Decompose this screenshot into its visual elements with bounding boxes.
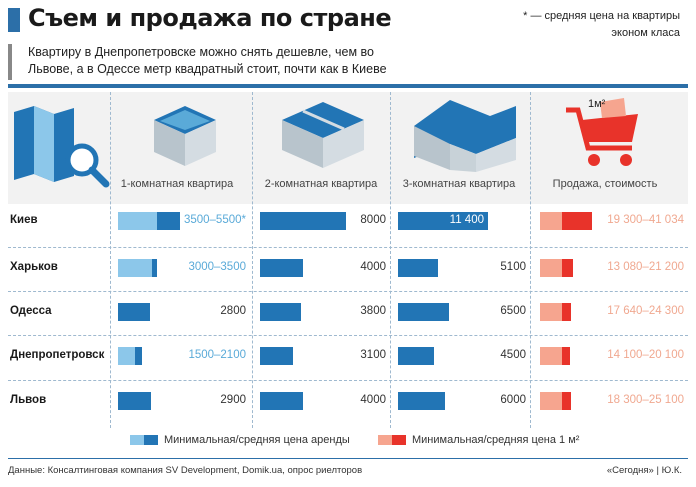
legend-rent: Минимальная/средняя цена аренды: [130, 434, 350, 446]
value-rent-3room: 5100: [500, 261, 526, 273]
three-room-icon: [414, 100, 516, 172]
value-sale: 14 100–20 100: [607, 349, 684, 361]
bottom-rule: [8, 458, 688, 459]
value-rent-3room: 4500: [500, 349, 526, 361]
city-label: Харьков: [10, 261, 58, 273]
value-rent-1room: 3000–3500: [188, 261, 246, 273]
bar-rent-3room: [398, 303, 450, 321]
bar-rent-2room: [260, 392, 303, 410]
credit: «Сегодня» | Ю.К.: [606, 465, 682, 476]
bar-rent-2room: [260, 303, 301, 321]
value-rent-1room: 1500–2100: [188, 349, 246, 361]
bar-sale-min: [540, 347, 562, 365]
legend-swatch-rent: [144, 435, 158, 446]
legend-rent-label: Минимальная/средняя цена аренды: [164, 434, 350, 446]
value-rent-2room: 3100: [360, 349, 386, 361]
footnote-line-2: эконом класа: [611, 27, 680, 39]
bar-rent-3room: [398, 392, 446, 410]
legend-swatch-sale: [392, 435, 406, 446]
bar-rent-3room: [398, 212, 488, 230]
two-room-icon: [282, 102, 364, 168]
bar-sale-min: [540, 212, 562, 230]
column-divider: [530, 92, 531, 428]
value-rent-1room: 3500–5500*: [183, 214, 246, 226]
legend-sale-label: Минимальная/средняя цена 1 м²: [412, 434, 580, 446]
value-sale: 17 640–24 300: [607, 305, 684, 317]
bar-sale-min: [540, 392, 562, 410]
column-divider: [110, 92, 111, 428]
bar-rent-2room: [260, 347, 294, 365]
bar-rent-1room-min: [118, 347, 135, 365]
subtitle-line-1: Квартиру в Днепропетровске можно снять д…: [28, 45, 374, 59]
footnote: * — средняя цена на квартиры эконом клас…: [523, 8, 680, 42]
value-rent-1room: 2900: [220, 394, 246, 406]
value-rent-2room: 4000: [360, 261, 386, 273]
page-title: Съем и продажа по стране: [28, 4, 392, 32]
bar-rent-1room: [118, 303, 150, 321]
map-search-icon: [14, 106, 110, 188]
title-accent: [8, 8, 20, 32]
bar-rent-3room: [398, 259, 439, 277]
bar-sale-min: [540, 259, 562, 277]
value-sale: 18 300–25 100: [607, 394, 684, 406]
subtitle-line-2: Львове, а в Одессе метр квадратный стоит…: [28, 62, 387, 76]
bar-rent-3room: [398, 347, 434, 365]
column-header-2room: 2-комнатная квартира: [264, 178, 378, 190]
value-rent-2room: 4000: [360, 394, 386, 406]
source-note: Данные: Консалтинговая компания SV Devel…: [8, 465, 363, 476]
value-rent-2room: 8000: [360, 214, 386, 226]
subtitle-accent: [8, 44, 12, 80]
one-room-icon: [154, 106, 216, 166]
city-label: Днепропетровск: [10, 349, 105, 361]
value-rent-3room: 6500: [500, 305, 526, 317]
value-sale: 19 300–41 034: [607, 214, 684, 226]
column-header-sale: Продажа, стоимость: [552, 178, 658, 190]
bar-rent-2room: [260, 212, 346, 230]
city-label: Львов: [10, 394, 47, 406]
shopping-cart-icon: [566, 98, 638, 166]
legend-sale: Минимальная/средняя цена 1 м²: [378, 434, 579, 446]
bar-rent-2room: [260, 259, 303, 277]
row-divider: [8, 247, 688, 248]
bar-sale-min: [540, 303, 562, 321]
column-header-1room: 1-комнатная квартира: [120, 178, 234, 190]
price-icon-label: 1м²: [588, 98, 606, 110]
legend-swatch-sale-min: [378, 435, 392, 446]
legend-swatch-rent-min: [130, 435, 144, 446]
row-divider: [8, 291, 688, 292]
city-label: Киев: [10, 214, 38, 226]
value-rent-1room: 2800: [220, 305, 246, 317]
footnote-line-1: * — средняя цена на квартиры: [523, 10, 680, 22]
row-divider: [8, 335, 688, 336]
top-rule: [8, 84, 688, 88]
bar-rent-1room-min: [118, 259, 152, 277]
value-sale: 13 080–21 200: [607, 261, 684, 273]
value-rent-3room: 11 400: [449, 214, 484, 226]
column-header-3room: 3-комнатная квартира: [402, 178, 516, 190]
value-rent-3room: 6000: [500, 394, 526, 406]
city-label: Одесса: [10, 305, 52, 317]
row-divider: [8, 380, 688, 381]
column-divider: [252, 92, 253, 428]
subtitle: Квартиру в Днепропетровске можно снять д…: [28, 44, 468, 78]
value-rent-2room: 3800: [360, 305, 386, 317]
column-divider: [390, 92, 391, 428]
bar-rent-1room-min: [118, 212, 158, 230]
bar-rent-1room: [118, 392, 151, 410]
